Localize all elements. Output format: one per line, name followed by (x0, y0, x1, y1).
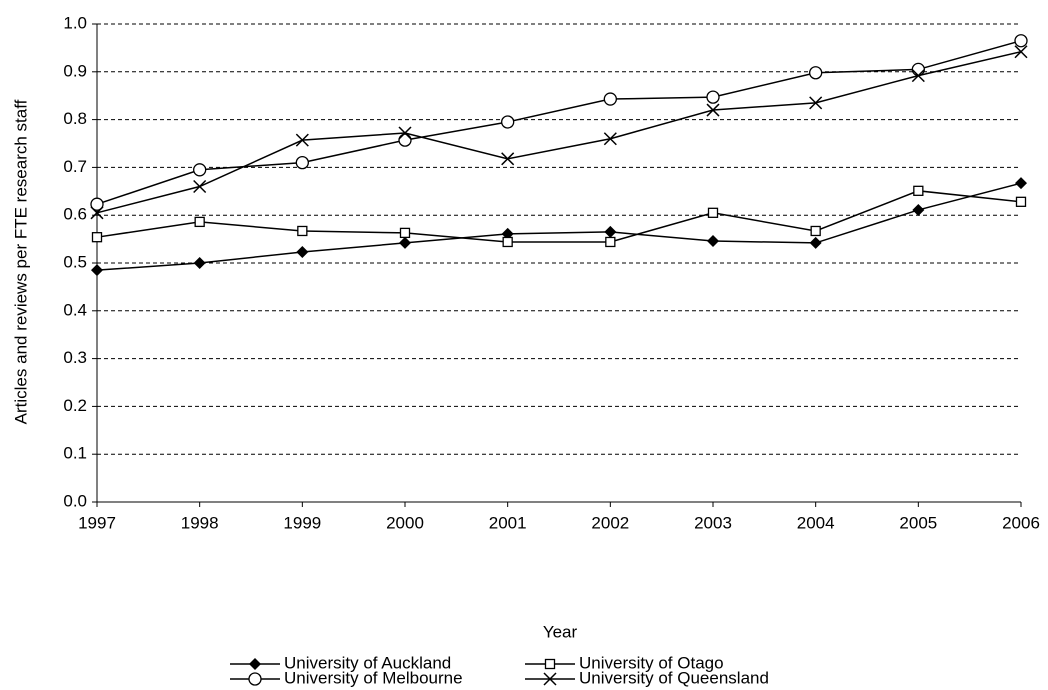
legend-marker (248, 672, 262, 686)
point (809, 236, 822, 249)
point (604, 225, 617, 238)
point (706, 90, 720, 104)
point (91, 232, 103, 243)
point (399, 236, 411, 249)
y-tick-label: 0.9 (63, 61, 87, 80)
point (1015, 177, 1027, 190)
x-tick-label: 1998 (181, 513, 219, 532)
y-tick-label: 0.2 (63, 396, 87, 415)
y-tick-label: 1.0 (63, 13, 87, 32)
point (90, 197, 104, 211)
point (398, 133, 412, 147)
legend-item: University of Queensland (525, 668, 769, 687)
point (809, 66, 823, 80)
y-tick-label: 0.7 (63, 157, 87, 176)
point (193, 163, 207, 177)
point (603, 92, 617, 106)
point (399, 227, 411, 239)
x-axis-label: Year (543, 622, 578, 641)
x-tick-label: 1999 (283, 513, 321, 532)
point (501, 115, 515, 129)
point (91, 264, 103, 277)
point (193, 257, 206, 269)
point (194, 216, 205, 228)
point (297, 225, 308, 237)
point (1014, 34, 1028, 48)
point (707, 235, 719, 248)
x-tick-label: 2004 (797, 513, 835, 532)
x-tick-label: 2001 (489, 513, 527, 532)
point (809, 96, 823, 110)
point (295, 133, 309, 147)
point (605, 236, 616, 248)
x-tick-label: 2006 (1002, 513, 1040, 532)
y-tick-label: 0.4 (63, 300, 87, 319)
point (90, 206, 104, 220)
point (911, 62, 925, 77)
point (1014, 45, 1028, 59)
series-line (96, 190, 1022, 243)
legend-item: University of Auckland (230, 653, 451, 672)
point (193, 179, 207, 194)
point (911, 69, 925, 83)
y-tick-label: 0.0 (63, 491, 87, 510)
point (913, 185, 924, 196)
legend-item: University of Melbourne (230, 668, 463, 687)
series-line (96, 182, 1022, 271)
point (912, 203, 925, 216)
series-line (96, 40, 1022, 205)
y-tick-label: 0.8 (63, 109, 87, 128)
legend-marker (544, 658, 556, 670)
x-tick-label: 2000 (386, 513, 424, 532)
legend-label: University of Auckland (284, 653, 451, 672)
legend-label: University of Queensland (579, 668, 769, 687)
y-axis-label: Articles and reviews per FTE research st… (11, 99, 30, 424)
point (603, 132, 617, 146)
point (707, 207, 719, 218)
legend-item: University of Otago (525, 653, 724, 672)
y-tick-label: 0.3 (63, 348, 87, 367)
point (810, 225, 821, 237)
y-tick-label: 0.1 (63, 444, 87, 463)
legend-label: University of Melbourne (284, 668, 463, 687)
y-tick-label: 0.6 (63, 205, 87, 224)
point (295, 155, 309, 170)
x-tick-label: 2003 (694, 513, 732, 532)
x-tick-label: 2002 (591, 513, 629, 532)
point (296, 246, 309, 259)
point (706, 103, 720, 117)
point (502, 236, 513, 248)
legend-marker (249, 658, 261, 670)
legend-label: University of Otago (579, 653, 724, 672)
y-tick-label: 0.5 (63, 252, 87, 271)
x-tick-label: 1997 (78, 513, 116, 532)
point (398, 126, 412, 140)
point (1015, 196, 1027, 207)
legend-marker (543, 672, 557, 686)
series-line (96, 50, 1022, 214)
point (501, 152, 515, 166)
x-tick-label: 2005 (899, 513, 937, 532)
